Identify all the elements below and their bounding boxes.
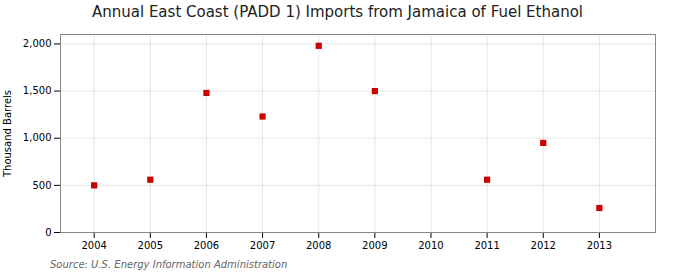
svg-text:2009: 2009 (362, 240, 387, 251)
svg-text:0: 0 (45, 227, 51, 238)
svg-text:2011: 2011 (474, 240, 499, 251)
svg-text:1,500: 1,500 (23, 85, 52, 96)
svg-text:2004: 2004 (81, 240, 106, 251)
svg-text:2013: 2013 (587, 240, 612, 251)
svg-text:500: 500 (32, 180, 51, 191)
svg-text:2006: 2006 (194, 240, 219, 251)
svg-text:Thousand Barrels: Thousand Barrels (2, 90, 13, 178)
svg-text:2005: 2005 (138, 240, 163, 251)
html-text:Annual East Coast (PADD 1) Imp: Annual East Coast (PADD 1) Imports from … (92, 3, 583, 21)
svg-text:1,000: 1,000 (23, 132, 52, 143)
html-text:Source: U.S. Energy Informatio: Source: U.S. Energy Information Administ… (50, 259, 288, 270)
svg-text:2008: 2008 (306, 240, 331, 251)
svg-text:2012: 2012 (531, 240, 556, 251)
svg-text:2007: 2007 (250, 240, 275, 251)
svg-text:2010: 2010 (418, 240, 443, 251)
svg-text:2,000: 2,000 (23, 38, 52, 49)
